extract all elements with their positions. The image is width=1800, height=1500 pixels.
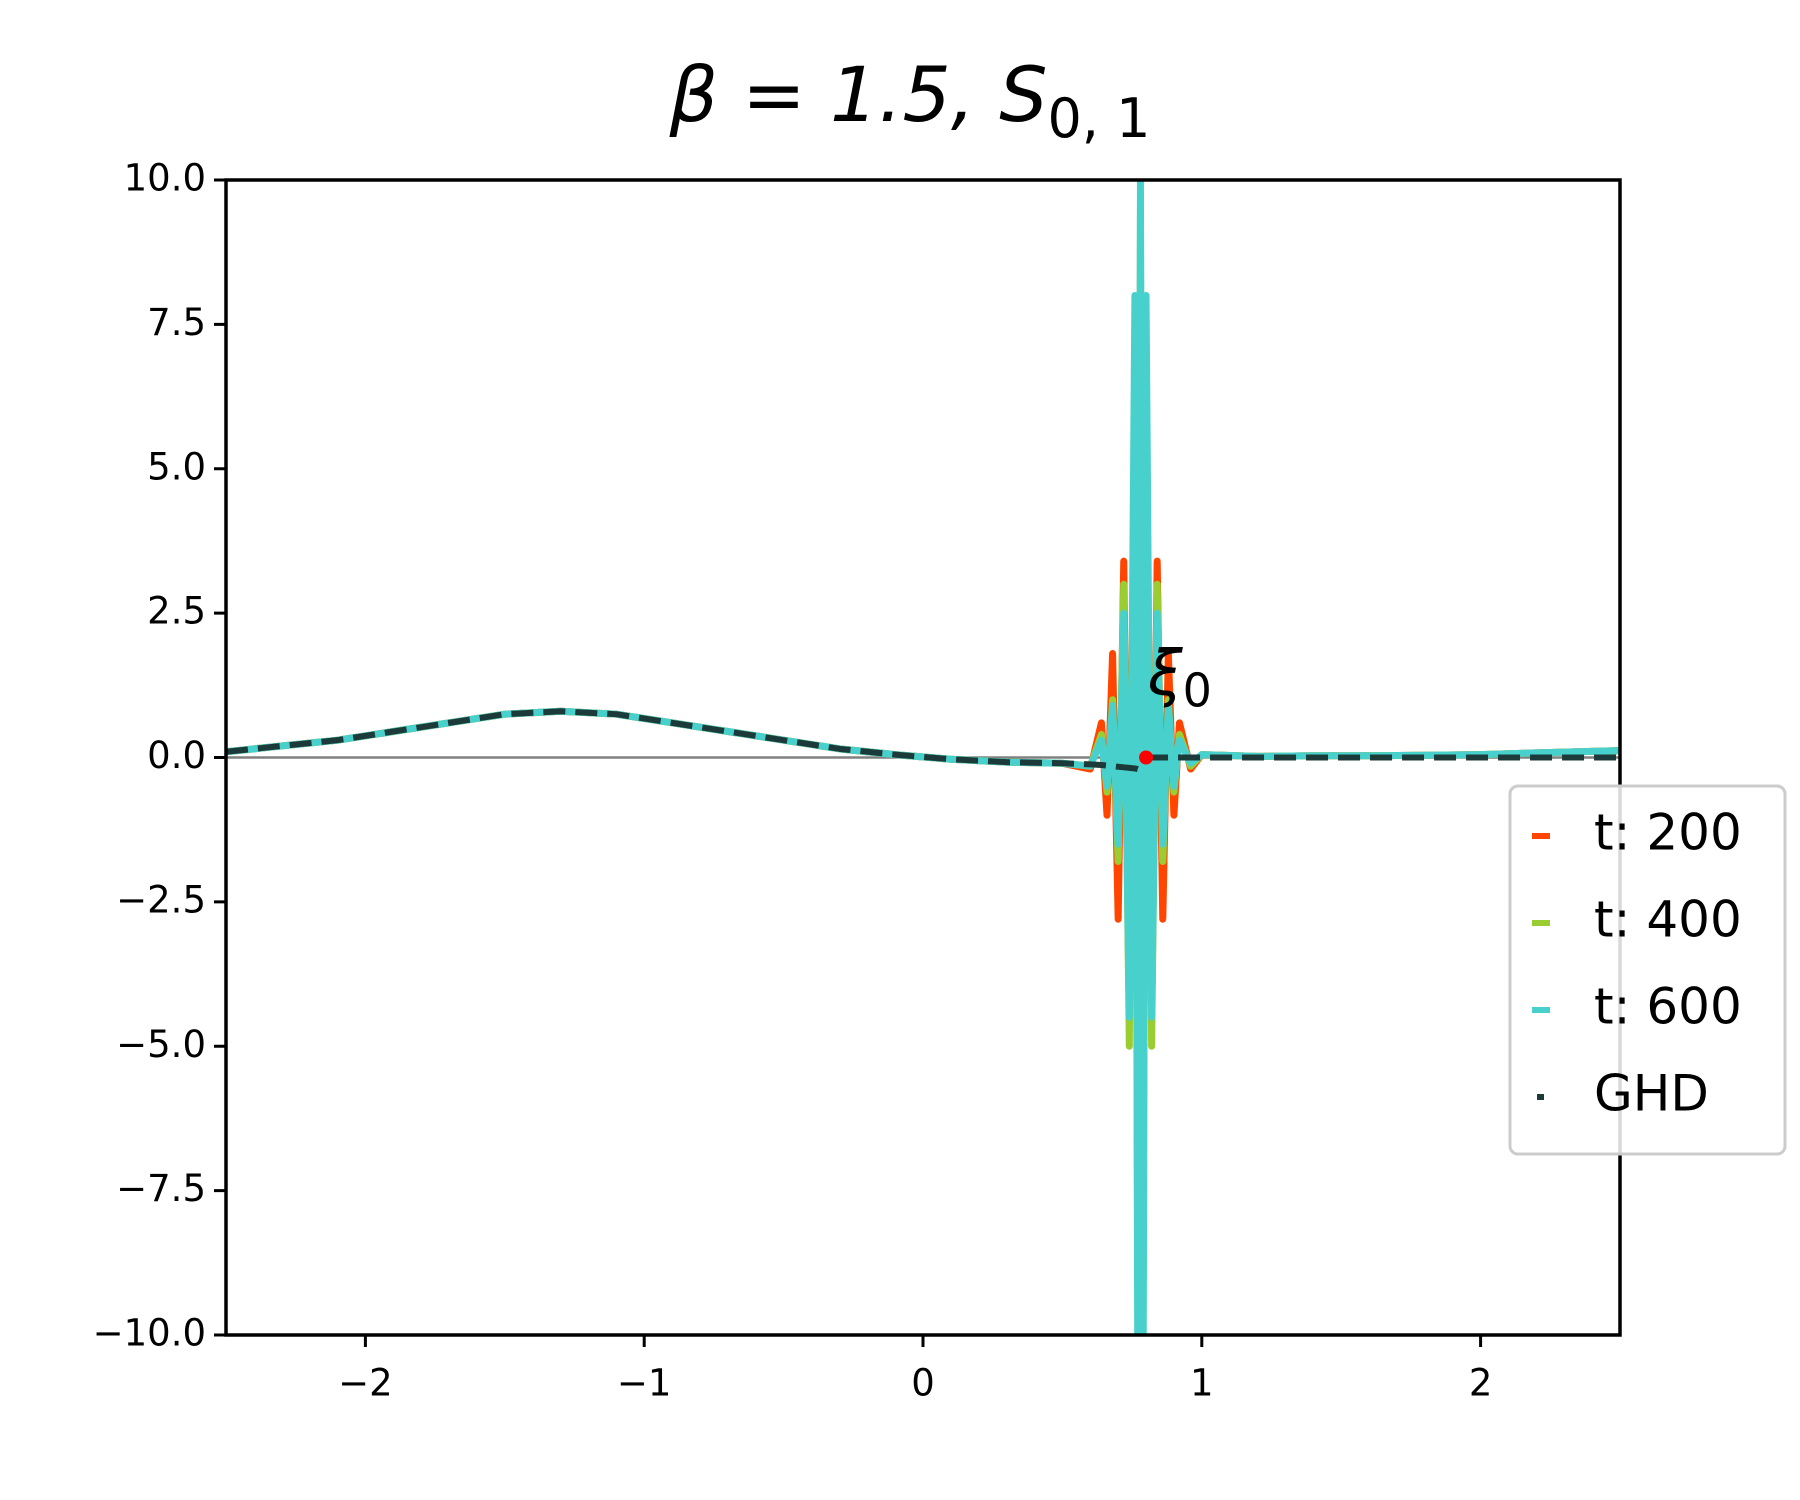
y-tick-label: −2.5 [116,878,206,921]
y-tick-label: 7.5 [147,301,206,344]
title-subscript: 0, 1 [1047,87,1150,150]
chart-title: β = 1.5, S0, 1 [669,50,1151,150]
plot-area [226,180,1620,1335]
title-main: β = 1.5, S [669,50,1048,139]
annotation-subscript: 0 [1183,663,1212,717]
annotation-point [1139,750,1154,765]
y-tick-label: 0.0 [147,734,206,777]
series-line [226,205,1620,1281]
legend-label: GHD [1594,1065,1709,1123]
x-tick-label: 1 [1190,1362,1214,1405]
y-tick-label: 10.0 [124,157,206,200]
legend-label: t: 200 [1594,804,1742,862]
series-line [226,708,1620,773]
x-tick-label: −1 [617,1362,672,1405]
legend-label: t: 400 [1594,891,1742,949]
y-tick-label: −5.0 [116,1023,206,1066]
x-tick-label: −2 [338,1362,393,1405]
legend-box [1508,784,1787,1156]
x-tick-label: 0 [911,1362,935,1405]
annotation-label: ξ0 [1147,637,1212,717]
y-tick-label: 2.5 [147,590,206,633]
y-tick-label: −7.5 [116,1167,206,1210]
x-tick-label: 2 [1469,1362,1493,1405]
annotation-text: ξ [1147,637,1183,710]
legend-label: t: 600 [1594,978,1742,1036]
y-tick-label: 5.0 [147,445,206,488]
y-tick-label: −10.0 [93,1312,206,1355]
